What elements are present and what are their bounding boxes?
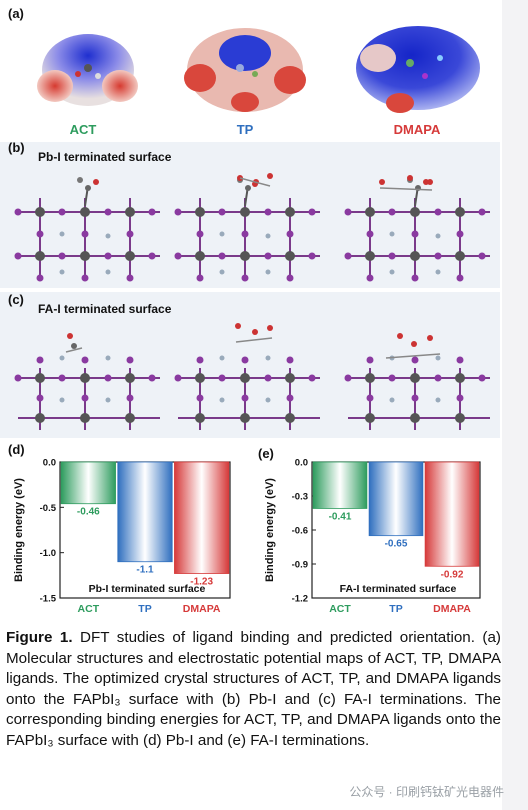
bar-value-label: -0.46 xyxy=(77,507,100,518)
panel-e-label: (e) xyxy=(258,446,274,461)
fai-lattice-dmapa xyxy=(343,354,491,431)
panel-a-label: (a) xyxy=(8,6,24,21)
y-tick-label: -0.5 xyxy=(40,503,57,514)
pbi-structures xyxy=(14,173,491,283)
label-dmapa: DMAPA xyxy=(393,122,441,137)
fai-structures xyxy=(14,323,491,431)
pbi-lattice-dmapa xyxy=(343,176,491,283)
label-act: ACT xyxy=(69,122,97,137)
panel-c-title: FA-I terminated surface xyxy=(38,302,172,316)
panel-d-label: (d) xyxy=(8,442,25,457)
panel-b-title: Pb-I terminated surface xyxy=(38,150,172,164)
y-tick-label: -0.3 xyxy=(292,492,308,503)
bar-value-label: -0.41 xyxy=(329,511,352,522)
x-category-label: TP xyxy=(138,603,151,615)
x-category-label: ACT xyxy=(329,603,351,615)
fai-lattice-act xyxy=(14,355,160,430)
fai-ligand-act xyxy=(65,333,83,353)
bar-value-label: -0.65 xyxy=(385,539,408,550)
label-tp: TP xyxy=(236,122,254,137)
panel-b-label: (b) xyxy=(8,140,25,155)
y-tick-label: -1.0 xyxy=(40,548,56,559)
x-category-label: DMAPA xyxy=(183,603,221,615)
pbi-lattice-tp xyxy=(173,176,321,283)
x-category-label: DMAPA xyxy=(433,603,471,615)
y-tick-label: -1.5 xyxy=(40,594,57,605)
bar-value-label: -1.23 xyxy=(190,577,213,588)
x-category-label: ACT xyxy=(78,603,100,615)
side-strip xyxy=(502,0,528,810)
pbi-lattice-act xyxy=(14,177,160,282)
bar-act xyxy=(60,461,116,505)
y-tick-label: -0.6 xyxy=(292,526,308,537)
pbi-ligand-dmapa xyxy=(379,175,433,191)
fai-lattice-tp xyxy=(173,354,321,431)
bar-tp xyxy=(368,461,424,537)
esp-maps xyxy=(37,26,480,113)
y-tick-label: -1.2 xyxy=(292,594,308,605)
chart-annotation: Pb-I terminated surface xyxy=(89,583,206,595)
esp-act xyxy=(37,34,138,106)
caption-text: DFT studies of ligand binding and predic… xyxy=(6,629,501,749)
binding-energy-chart-pbi: 0.0 -0.5 -1.0 -1.5 Binding energy (eV) -0.46 A… xyxy=(13,458,231,615)
esp-tp xyxy=(184,28,306,112)
bar-act xyxy=(312,461,368,509)
chart-annotation: FA-I terminated surface xyxy=(340,583,457,595)
panel-c-label: (c) xyxy=(8,292,24,307)
bar-tp xyxy=(117,461,173,563)
pbi-ligand-tp xyxy=(237,173,273,187)
bar-value-label: -1.1 xyxy=(136,565,154,576)
bar-dmapa xyxy=(424,461,480,567)
bar-value-label: -0.92 xyxy=(441,569,464,580)
fai-ligand-tp xyxy=(235,323,273,343)
bar-dmapa xyxy=(174,461,230,574)
caption-prefix: Figure 1. xyxy=(6,629,73,646)
esp-dmapa xyxy=(356,26,480,113)
figure-caption: Figure 1. DFT studies of ligand binding … xyxy=(6,628,501,752)
binding-energy-chart-fai: 0.0 -0.3 -0.6 -0.9 -1.2 Binding energy (eV) -0… xyxy=(264,458,481,615)
y-tick-label: 0.0 xyxy=(295,458,308,469)
fai-ligand-dmapa xyxy=(385,333,441,359)
y-tick-label: 0.0 xyxy=(43,458,56,469)
x-category-label: TP xyxy=(389,603,402,615)
y-tick-label: -0.9 xyxy=(292,560,308,571)
y-axis-label: Binding energy (eV) xyxy=(13,478,25,582)
watermark: 公众号 · 印刷钙钛矿光电器件 xyxy=(349,785,504,799)
y-axis-label: Binding energy (eV) xyxy=(264,478,276,582)
